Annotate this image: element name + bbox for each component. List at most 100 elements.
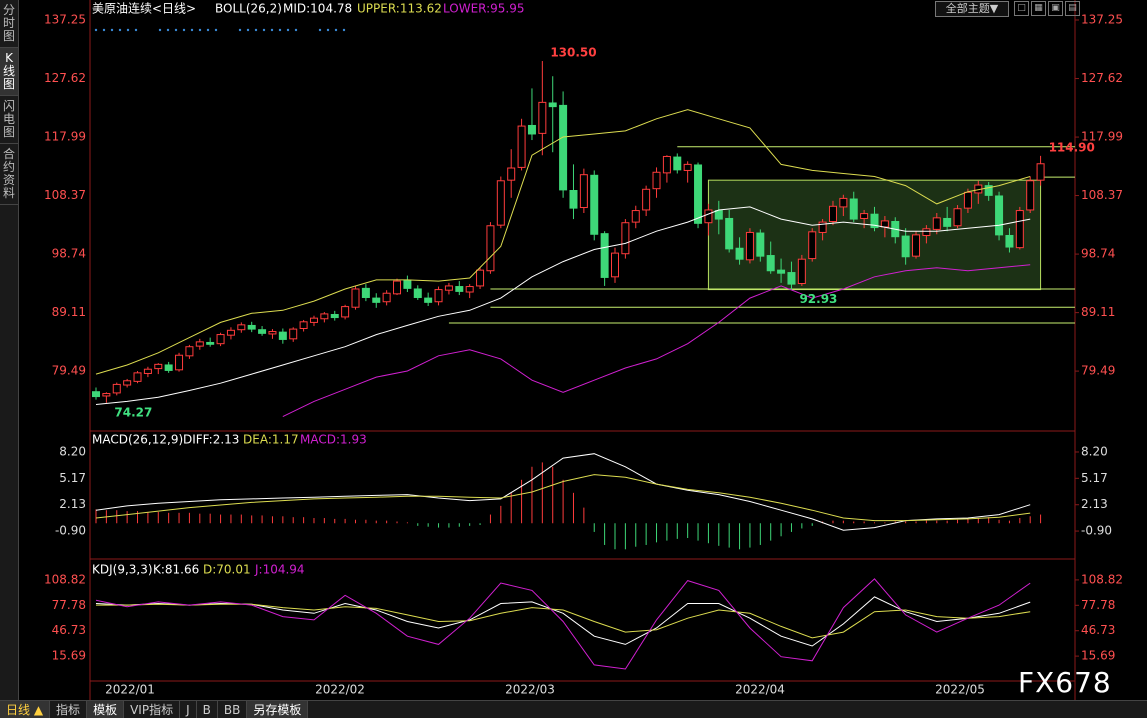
candle-body: [995, 195, 1004, 236]
indicator-line: [95, 578, 1031, 670]
candle-body: [164, 364, 173, 371]
legend-text: MACD:1.93: [300, 433, 367, 447]
candle-body: [424, 297, 433, 303]
dot: [238, 28, 242, 32]
y-tick-label: 15.69: [1081, 649, 1115, 663]
candle-body: [642, 188, 651, 211]
background: [0, 0, 1147, 700]
candle-body: [621, 222, 630, 255]
dot: [94, 28, 98, 32]
tab[interactable]: BB: [218, 701, 248, 718]
tab[interactable]: VIP指标: [124, 701, 181, 718]
dot: [278, 28, 282, 32]
candle-body: [486, 225, 495, 272]
candle-body: [123, 380, 132, 386]
candle-body: [476, 269, 485, 287]
tab[interactable]: 分时图: [0, 0, 18, 48]
candle-body: [631, 210, 640, 223]
x-tick-label: 2022/05: [935, 683, 985, 697]
candle-body: [704, 209, 713, 224]
dot: [110, 28, 114, 32]
candle-body: [341, 306, 350, 318]
tab[interactable]: K线图: [0, 48, 18, 96]
dot: [158, 28, 162, 32]
candle-body: [828, 205, 837, 223]
y-tick-label: 108.37: [1081, 188, 1123, 202]
candle-body: [143, 368, 152, 374]
y-tick-label: 8.20: [1081, 444, 1108, 458]
candle-body: [320, 313, 329, 320]
annotation: 130.50: [550, 46, 596, 60]
candle-body: [611, 252, 619, 278]
tab[interactable]: 合约资料: [0, 144, 18, 205]
indicator-line: [95, 474, 1031, 522]
legend-text: LOWER:95.95: [443, 2, 525, 16]
y-tick-label: 108.37: [44, 188, 86, 202]
tab[interactable]: 另存模板: [247, 701, 309, 718]
candle-body: [901, 235, 910, 258]
candle-body: [1036, 163, 1045, 181]
y-tick-label: 5.17: [1081, 471, 1108, 485]
icon-button[interactable]: ▤: [1065, 1, 1080, 16]
y-tick-label: 46.73: [1081, 623, 1115, 637]
dot: [214, 28, 218, 32]
legend-text: BOLL(26,2): [215, 2, 282, 16]
y-tick-label: 127.62: [1081, 71, 1123, 85]
icon-button[interactable]: ▦: [1031, 1, 1046, 16]
x-tick-label: 2022/03: [505, 683, 555, 697]
candle-body: [880, 220, 889, 228]
candle-body: [1005, 234, 1014, 248]
candle-body: [569, 190, 578, 209]
legend-text: K:81.66: [153, 563, 199, 577]
candle-body: [278, 331, 287, 340]
bottom-bar: 日线 ▲ 指标 模板 VIP指标 J B BB 另存模板: [0, 700, 1147, 718]
candle-body: [548, 102, 557, 108]
legend-text: DIFF:2.13: [183, 433, 239, 447]
dot: [254, 28, 258, 32]
dot: [190, 28, 194, 32]
y-tick-label: 89.11: [52, 305, 86, 319]
y-tick-label: 108.82: [44, 572, 86, 586]
candle-body: [943, 217, 952, 227]
candle-body: [133, 372, 142, 382]
candle-body: [922, 228, 931, 236]
candle-body: [735, 247, 744, 260]
candle-body: [258, 329, 267, 334]
icon-button[interactable]: ▣: [1048, 1, 1063, 16]
candle-body: [351, 288, 360, 308]
tab[interactable]: B: [197, 701, 218, 718]
candle-body: [507, 167, 516, 181]
candle-body: [527, 124, 536, 135]
candle-body: [756, 232, 765, 257]
legend-text: MACD(26,12,9): [92, 433, 183, 447]
candle-body: [662, 155, 671, 174]
candle-body: [195, 341, 204, 347]
candle-body: [787, 272, 796, 285]
y-tick-label: 46.73: [52, 623, 86, 637]
candle-body: [361, 287, 370, 298]
x-tick-label: 2022/01: [105, 683, 155, 697]
candle-body: [818, 221, 827, 233]
dot: [286, 28, 290, 32]
candle-body: [1026, 180, 1035, 211]
candle-body: [268, 331, 277, 335]
theme-button[interactable]: 全部主题▼: [935, 1, 1009, 17]
candle-body: [393, 280, 402, 295]
dot: [246, 28, 250, 32]
dot: [270, 28, 274, 32]
candle-body: [766, 255, 775, 272]
tab[interactable]: 模板: [87, 701, 125, 718]
icon-button[interactable]: □: [1014, 1, 1029, 16]
period-button[interactable]: 日线 ▲: [0, 701, 51, 718]
legend-text: D:70.01: [203, 563, 251, 577]
indicator-line: [95, 206, 1031, 405]
candle-body: [777, 269, 786, 274]
tab[interactable]: 指标: [50, 701, 88, 718]
candle-body: [102, 393, 111, 397]
dot: [166, 28, 170, 32]
y-tick-label: 8.20: [59, 444, 86, 458]
tab[interactable]: J: [180, 701, 197, 718]
tab[interactable]: 闪电图: [0, 96, 18, 144]
dot: [102, 28, 106, 32]
candle-body: [538, 101, 547, 134]
